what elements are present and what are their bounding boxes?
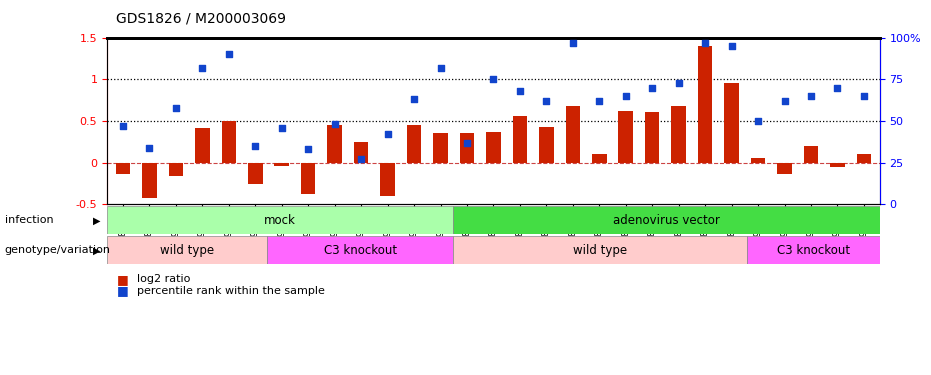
Bar: [830, 163, 844, 167]
Text: adenovirus vector: adenovirus vector: [614, 214, 720, 227]
Point: [169, 105, 183, 111]
Point: [354, 156, 369, 162]
Text: C3 knockout: C3 knockout: [324, 244, 397, 257]
Point: [830, 85, 845, 91]
Text: percentile rank within the sample: percentile rank within the sample: [137, 286, 325, 296]
Text: log2 ratio: log2 ratio: [137, 274, 190, 284]
Point: [803, 93, 818, 99]
Bar: [196, 129, 209, 163]
Point: [592, 98, 607, 104]
Point: [248, 143, 263, 149]
Point: [301, 146, 316, 152]
Bar: [750, 158, 765, 163]
Bar: [539, 127, 554, 163]
Bar: [777, 163, 791, 174]
Bar: [857, 154, 871, 163]
Bar: [698, 46, 712, 163]
Point: [512, 88, 527, 94]
Bar: [565, 106, 580, 163]
Bar: [267, 236, 453, 264]
Point: [327, 121, 342, 127]
Bar: [248, 163, 263, 184]
Bar: [592, 154, 607, 163]
Bar: [453, 236, 747, 264]
Bar: [142, 163, 156, 198]
Point: [460, 140, 475, 146]
Point: [407, 96, 422, 102]
Bar: [222, 121, 236, 163]
Point: [275, 124, 290, 130]
Text: ■: ■: [116, 284, 128, 297]
Point: [645, 85, 660, 91]
Bar: [328, 125, 342, 163]
Text: C3 knockout: C3 knockout: [776, 244, 850, 257]
Bar: [724, 83, 739, 163]
Text: ■: ■: [116, 273, 128, 286]
Bar: [486, 132, 501, 163]
Point: [222, 51, 236, 57]
Text: genotype/variation: genotype/variation: [5, 245, 111, 255]
Point: [671, 80, 686, 86]
Point: [433, 64, 448, 70]
Bar: [513, 116, 527, 163]
Bar: [618, 111, 633, 163]
Point: [486, 76, 501, 82]
Bar: [645, 112, 659, 163]
Bar: [169, 163, 183, 176]
Bar: [453, 206, 880, 234]
Point: [724, 43, 739, 49]
Bar: [354, 142, 369, 163]
Point: [618, 93, 633, 99]
Text: mock: mock: [264, 214, 296, 227]
Point: [142, 145, 156, 151]
Text: ▶: ▶: [93, 215, 101, 225]
Bar: [747, 236, 880, 264]
Point: [539, 98, 554, 104]
Point: [750, 118, 765, 124]
Bar: [275, 163, 289, 166]
Text: wild type: wild type: [160, 244, 214, 257]
Bar: [107, 236, 267, 264]
Bar: [671, 106, 686, 163]
Point: [195, 64, 209, 70]
Text: ▶: ▶: [93, 245, 101, 255]
Bar: [380, 163, 395, 196]
Bar: [433, 133, 448, 163]
Text: wild type: wild type: [573, 244, 627, 257]
Text: GDS1826 / M200003069: GDS1826 / M200003069: [116, 11, 287, 25]
Bar: [107, 206, 453, 234]
Bar: [115, 163, 130, 174]
Point: [115, 123, 130, 129]
Bar: [301, 163, 316, 194]
Point: [380, 131, 395, 137]
Point: [565, 39, 580, 45]
Point: [777, 98, 792, 104]
Bar: [803, 146, 818, 163]
Bar: [460, 133, 474, 163]
Bar: [407, 125, 422, 163]
Text: infection: infection: [5, 215, 53, 225]
Point: [857, 93, 871, 99]
Point: [697, 39, 712, 45]
